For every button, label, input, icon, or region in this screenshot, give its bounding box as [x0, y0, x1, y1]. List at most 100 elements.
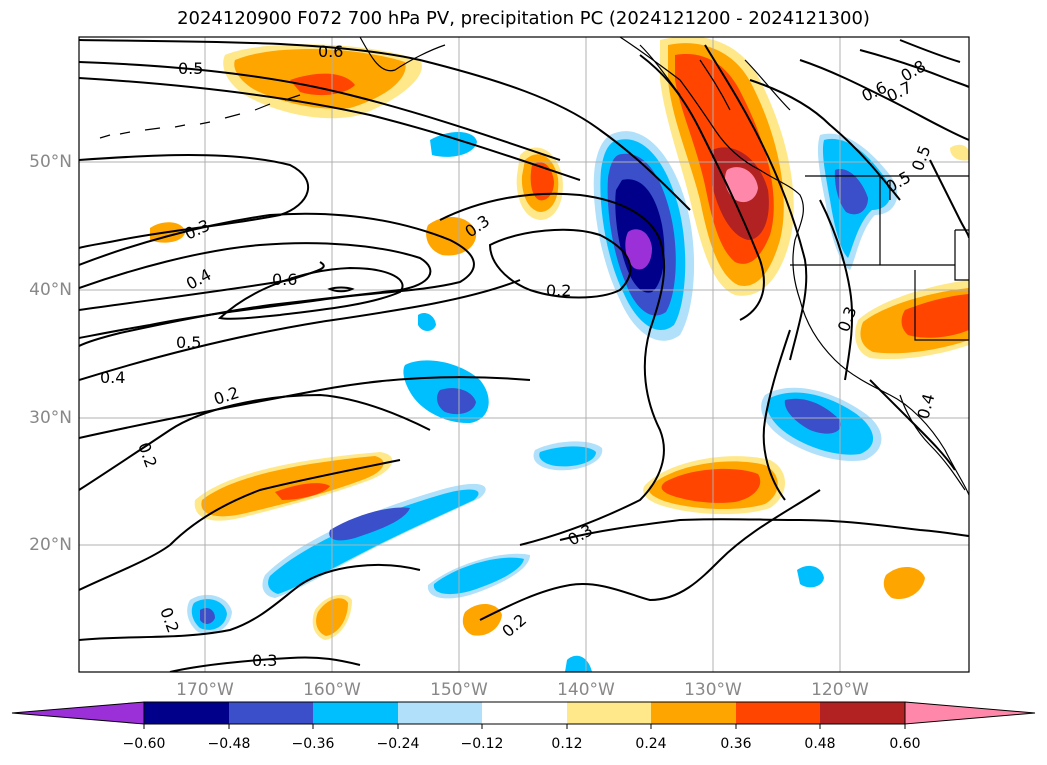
colorbar-swatch — [229, 702, 313, 724]
pv-contour — [479, 489, 821, 621]
bc-coast — [619, 37, 969, 496]
colorbar-swatch — [736, 702, 820, 724]
shade-neg-hawaii-sky — [268, 489, 479, 594]
colorbar-tick-label: −0.60 — [122, 736, 166, 752]
shade-neg-farsw-dark — [200, 607, 215, 624]
shade-neg-bottom — [565, 655, 592, 672]
pv-contour — [79, 564, 421, 641]
contour-label: 0.3 — [252, 651, 277, 670]
pv-contour — [799, 59, 969, 141]
colorbar-tick-label: 0.24 — [635, 736, 667, 752]
pv-contour — [79, 39, 691, 211]
pv-contour — [704, 44, 808, 361]
shade-neg-small4-core — [539, 446, 596, 467]
pv-contour — [869, 379, 956, 471]
pv-contour — [79, 279, 521, 381]
baja-coast — [899, 394, 966, 491]
contour-label: 0.6 — [272, 270, 297, 289]
map-frame — [78, 36, 970, 673]
shade-neg-hawaii-core — [329, 507, 410, 541]
pv-contour — [169, 656, 361, 672]
pv-contour — [79, 242, 432, 347]
shade-neg-socal-core — [784, 398, 841, 434]
pv-contour — [819, 199, 854, 381]
colorbar-tick-label: 0.60 — [889, 736, 921, 752]
aleutian-islands — [99, 94, 301, 139]
colorbar-swatch — [651, 702, 736, 724]
shade-pos-small2 — [426, 216, 477, 256]
pv-contour — [488, 228, 632, 299]
colorbar-swatch — [313, 702, 398, 724]
lat-label-50n: 50°N — [29, 152, 72, 172]
gridlines — [79, 37, 969, 672]
colorbar-swatch — [144, 702, 229, 724]
map-plot-area: 0.6 0.5 0.3 0.4 0.6 0.5 0.4 0.2 0.2 0.3 … — [79, 37, 969, 672]
colorbar-tick-label: −0.24 — [376, 736, 420, 752]
pv-contour — [79, 212, 475, 339]
colorbar-tick-label: 0.48 — [804, 736, 836, 752]
lon-label-170w: 170°W — [176, 680, 234, 700]
lon-label-140w: 140°W — [557, 680, 615, 700]
shade-pos-small1-red — [530, 162, 554, 201]
shade-neg-small2-core — [437, 388, 476, 415]
lon-label-120w: 120°W — [811, 680, 869, 700]
pv-contour — [929, 159, 969, 239]
colorbar-swatch — [567, 702, 651, 724]
colorbar-tick-label: −0.36 — [291, 736, 335, 752]
colorbar-extend-high — [904, 701, 1036, 725]
shade-pos-small6 — [883, 567, 925, 600]
coastlines — [99, 37, 969, 496]
pv-contour — [327, 286, 355, 293]
shade-neg-small1 — [430, 131, 477, 157]
state-boundaries — [790, 176, 969, 341]
map-title: 2024120900 F072 700 hPa PV, precipitatio… — [177, 8, 870, 29]
shade-pos-hawaii-n-red — [275, 483, 330, 500]
contour-label: 0.4 — [100, 368, 125, 387]
pv-contour — [749, 79, 901, 201]
lat-label-30n: 30°N — [29, 408, 72, 428]
colorbar-tick-label: −0.48 — [207, 736, 251, 752]
pv-contour — [79, 459, 401, 591]
lat-label-40n: 40°N — [29, 280, 72, 300]
pv-contour — [79, 154, 310, 249]
lat-label-20n: 20°N — [29, 535, 72, 555]
shade-pos-small7 — [950, 144, 969, 161]
contour-label: 0.2 — [546, 281, 571, 300]
colorbar-swatch — [820, 702, 905, 724]
shade-neg-small3 — [418, 313, 436, 331]
contour-label: 0.6 — [318, 42, 343, 61]
lon-label-160w: 160°W — [303, 680, 361, 700]
pv-contour — [79, 376, 531, 439]
contour-label: 0.5 — [178, 59, 203, 78]
pv-contour — [859, 49, 969, 88]
shade-neg-sw-core — [433, 557, 524, 595]
pv-contour — [79, 77, 581, 181]
contour-label: 0.5 — [176, 333, 201, 352]
shade-neg-inland-core — [834, 169, 868, 215]
pv-contours — [79, 39, 969, 672]
shade-pos-east-red — [901, 294, 969, 338]
pv-contour — [639, 54, 765, 321]
colorbar-tick-label: 0.12 — [551, 736, 583, 752]
shade-alaska-pos-max — [290, 73, 355, 96]
alaska-coast — [359, 37, 446, 72]
lon-label-150w: 150°W — [430, 680, 488, 700]
shade-pos-mid-red — [661, 468, 761, 503]
shade-pos-hawaii-n-core — [201, 456, 384, 517]
lon-label-130w: 130°W — [684, 680, 742, 700]
pv-contour — [79, 393, 431, 491]
colorbar-extend-low — [11, 701, 145, 725]
colorbar-tick-label: 0.36 — [720, 736, 752, 752]
pv-contour — [899, 39, 961, 63]
pv-contour — [79, 261, 325, 311]
colorbar-swatch — [398, 702, 482, 724]
pv-contour — [559, 518, 969, 541]
shade-main-neg-purple — [625, 229, 652, 270]
colorbar — [11, 701, 1036, 729]
shade-neg-small5 — [797, 565, 824, 588]
colorbar-swatch — [482, 702, 567, 724]
pv-contour — [79, 61, 561, 161]
pv-contour — [439, 192, 666, 546]
shade-bc-pos-pink — [725, 167, 758, 203]
